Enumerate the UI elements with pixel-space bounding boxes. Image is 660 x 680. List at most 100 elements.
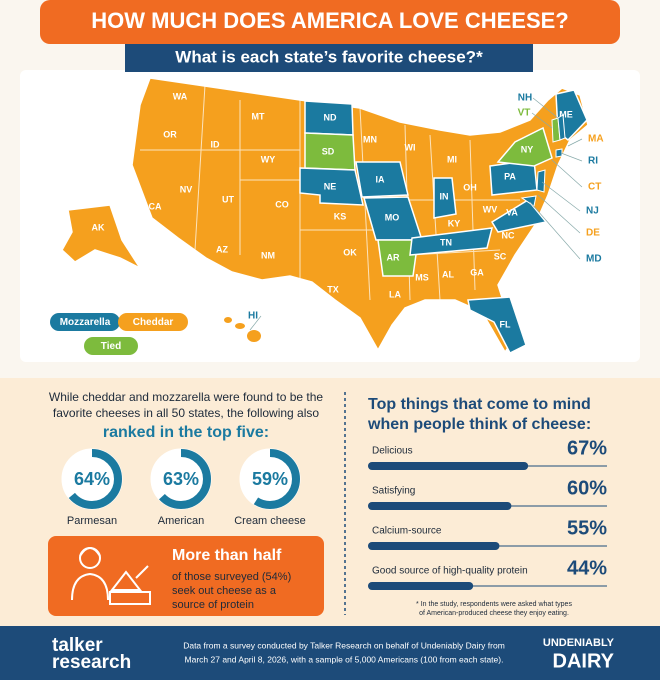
- leader-line: [531, 112, 553, 129]
- footnote: * In the study, respondents were asked w…: [416, 601, 572, 608]
- state-label: LA: [389, 289, 401, 299]
- state-label: NM: [261, 250, 275, 260]
- legend-label: Cheddar: [133, 317, 174, 328]
- state-shape: [520, 195, 537, 207]
- state-label: MO: [385, 212, 400, 222]
- state-label: CA: [149, 201, 162, 211]
- state-shape: [377, 239, 419, 277]
- callout-body: seek out cheese as a: [172, 585, 277, 597]
- callout-label: HI: [248, 311, 258, 322]
- state-label: AL: [442, 269, 454, 279]
- callout-label: CT: [588, 182, 601, 193]
- callout-label: RI: [588, 156, 598, 167]
- state-label: TN: [440, 237, 452, 247]
- header-band: [40, 0, 620, 44]
- state-label: IA: [376, 174, 386, 184]
- callout-label: DE: [586, 228, 600, 239]
- state-shape: [557, 114, 566, 141]
- legend-label: Mozzarella: [60, 317, 111, 328]
- person-icon: [71, 547, 151, 605]
- protein-callout: [48, 536, 324, 616]
- logo-talker: research: [52, 652, 131, 673]
- state-label: AR: [387, 252, 400, 262]
- ring-name: American: [158, 515, 204, 527]
- state-label: NC: [502, 230, 515, 240]
- panel-title: Top things that come to mind: [368, 396, 591, 413]
- ak-shape: [61, 204, 143, 270]
- intro-text: While cheddar and mozzarella were found …: [49, 390, 323, 404]
- ring-arc: [62, 449, 122, 509]
- leader-line: [529, 201, 581, 260]
- legend-label: Tied: [101, 341, 121, 352]
- ring-value: 63%: [163, 469, 199, 489]
- subtitle-band: [125, 44, 533, 72]
- panel-title: when people think of cheese:: [367, 416, 591, 433]
- callout-body: of those surveyed (54%): [172, 571, 291, 583]
- state-label: MT: [252, 111, 265, 121]
- state-label: NV: [180, 184, 193, 194]
- bar-name: Good source of high-quality protein: [372, 566, 528, 577]
- bar-value: 55%: [567, 517, 607, 539]
- logo-dairy: DAIRY: [553, 650, 615, 672]
- state-shape: [496, 126, 553, 167]
- ring-arc: [151, 449, 211, 509]
- state-label: OR: [163, 129, 177, 139]
- callout-label: NH: [518, 93, 532, 104]
- bar-name: Calcium-source: [372, 526, 442, 537]
- state-label: AZ: [216, 244, 228, 254]
- bar-value: 67%: [567, 437, 607, 459]
- state-label: VA: [506, 207, 518, 217]
- subtitle: What is each state’s favorite cheese?*: [175, 47, 483, 66]
- source-text: Data from a survey conducted by Talker R…: [183, 640, 505, 650]
- title: HOW MUCH DOES AMERICA LOVE CHEESE?: [91, 8, 569, 33]
- callout-headline: More than half: [172, 547, 282, 564]
- bar-value: 60%: [567, 477, 607, 499]
- hi-island: [224, 317, 232, 323]
- ring-value: 64%: [74, 469, 110, 489]
- state-label: KS: [334, 211, 347, 221]
- state-label: KY: [448, 218, 461, 228]
- state-label: NY: [521, 144, 534, 154]
- legend-swatch: [84, 337, 138, 355]
- state-label: WA: [173, 91, 188, 101]
- state-label: NE: [324, 181, 337, 191]
- bar: [368, 542, 500, 550]
- logo-dairy-top: UNDENIABLY: [543, 637, 615, 649]
- bar-name: Satisfying: [372, 486, 415, 497]
- state-label: ME: [559, 109, 573, 119]
- state-shape: [409, 227, 493, 256]
- state-label: OH: [463, 182, 477, 192]
- state-label: MN: [363, 134, 377, 144]
- state-shape: [467, 296, 527, 355]
- leader-line: [567, 138, 583, 147]
- ring-arc: [240, 449, 300, 509]
- state-label: SC: [494, 251, 507, 261]
- callout-label: NJ: [586, 206, 599, 217]
- bar-name: Delicious: [372, 446, 413, 457]
- state-label: ND: [324, 112, 337, 122]
- state-label: UT: [222, 194, 234, 204]
- ring-name: Parmesan: [67, 515, 117, 527]
- state-label: ID: [211, 139, 221, 149]
- state-shape: [536, 169, 546, 193]
- bar-value: 44%: [567, 557, 607, 579]
- legend-swatch: [118, 313, 188, 331]
- leader-line: [532, 97, 559, 119]
- state-label: GA: [470, 267, 484, 277]
- footnote: of American-produced cheese they enjoy e…: [419, 610, 569, 617]
- callout-body: source of protein: [172, 599, 254, 611]
- logo-talker: talker: [52, 635, 103, 656]
- leader-line: [249, 315, 262, 331]
- state-label: TX: [327, 284, 339, 294]
- state-shape: [433, 177, 457, 219]
- legend-swatch: [50, 313, 120, 331]
- leader-line: [560, 152, 583, 162]
- state-shape: [299, 167, 364, 206]
- hi-island: [235, 323, 245, 329]
- state-shape: [355, 161, 409, 198]
- bar: [368, 582, 474, 590]
- state-shape: [490, 199, 548, 233]
- callout-label: MA: [588, 134, 604, 145]
- leader-line: [537, 194, 581, 234]
